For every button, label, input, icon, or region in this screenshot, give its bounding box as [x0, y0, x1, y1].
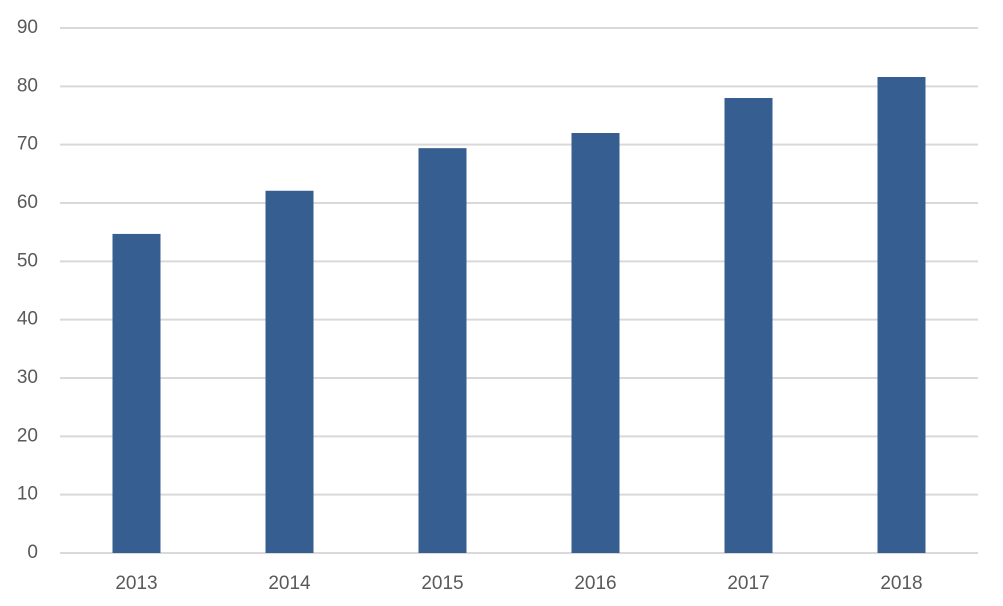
- bar: [418, 148, 467, 553]
- x-tick-label: 2015: [421, 573, 463, 594]
- y-tick-label: 30: [17, 367, 38, 388]
- x-tick-label: 2014: [268, 573, 311, 594]
- y-tick-label: 90: [17, 17, 38, 38]
- x-tick-label: 2017: [727, 573, 769, 594]
- y-tick-label: 80: [17, 75, 38, 96]
- bar: [112, 233, 161, 553]
- x-tick-label: 2013: [115, 573, 157, 594]
- y-tick-label: 0: [27, 542, 38, 563]
- bar: [571, 133, 620, 553]
- bar: [724, 98, 773, 553]
- y-tick-label: 60: [17, 192, 38, 213]
- y-tick-label: 20: [17, 425, 38, 446]
- y-tick-label: 40: [17, 309, 38, 330]
- y-tick-label: 10: [17, 484, 38, 505]
- bar: [877, 77, 926, 553]
- x-tick-label: 2016: [574, 573, 616, 594]
- bar: [265, 190, 314, 553]
- x-tick-label: 2018: [880, 573, 922, 594]
- y-tick-label: 50: [17, 250, 38, 271]
- y-tick-label: 70: [17, 134, 38, 155]
